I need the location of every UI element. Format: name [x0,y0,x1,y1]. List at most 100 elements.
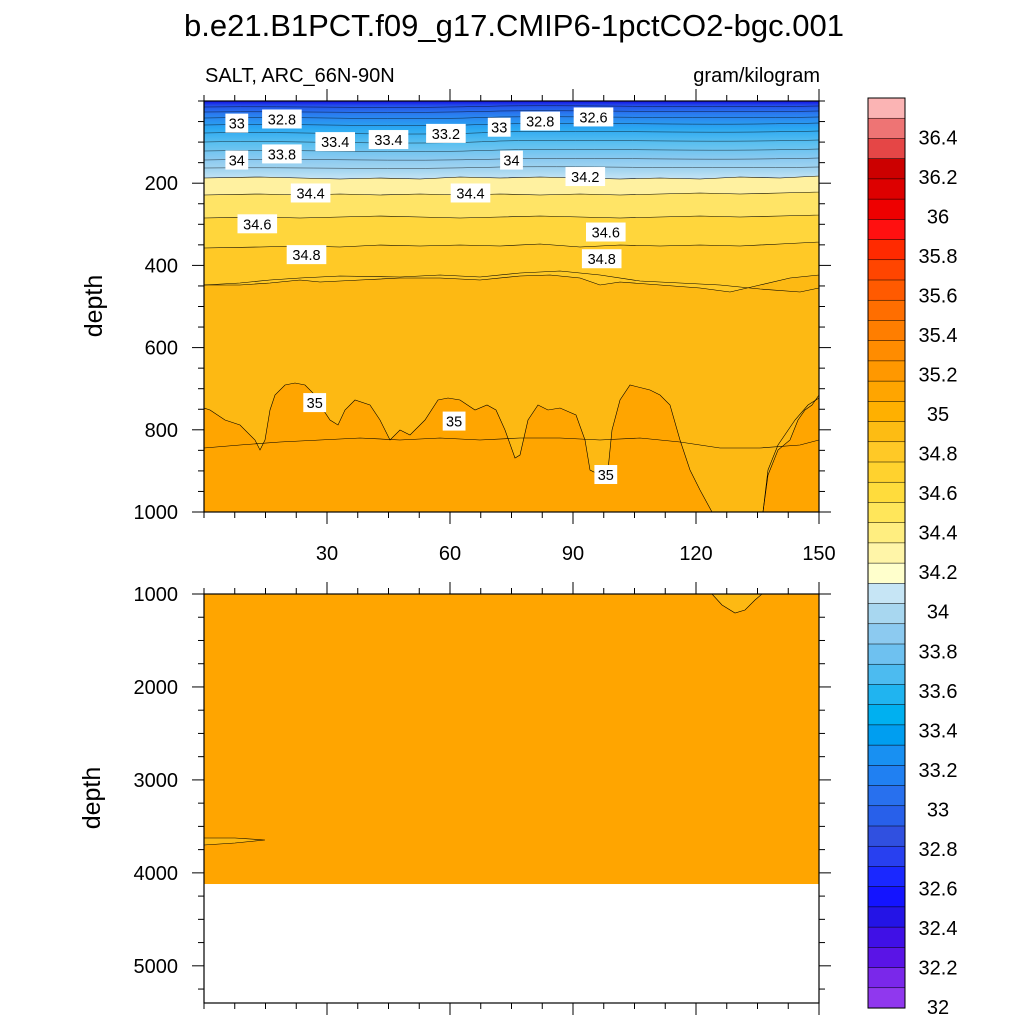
colorbar-label: 32.6 [919,878,958,900]
colorbar-label: 32.8 [919,839,958,861]
y-tick-label: 1000 [134,502,179,524]
contour-label: 34 [503,154,519,170]
colorbar-swatch [867,158,906,180]
contour-label: 32.8 [268,112,296,128]
contour-label: 35 [598,468,614,484]
x-tick-label: 30 [316,543,338,565]
colorbar-swatch [867,805,906,827]
colorbar-swatch [867,704,906,726]
contour-label-box [368,130,409,150]
colorbar-swatch [867,461,906,483]
colorbar-label: 32.4 [919,918,958,940]
colorbar-label: 34.8 [919,444,958,466]
colorbar-swatch [867,987,906,1009]
colorbar-swatch [867,663,906,685]
subtitle-right: gram/kilogram [693,65,820,87]
colorbar-label: 34.2 [919,562,958,584]
y-tick-label: 600 [145,338,178,360]
contour-label: 33 [229,117,245,133]
upper-contour-labels: 33 32.8 33.4 33.4 33.2 33 32.8 32.6 34 33.8 34 34.2… [225,107,626,485]
colorbar-swatch [867,785,906,807]
colorbar-swatch [867,198,906,220]
band-surface-fresh [204,101,819,180]
contour-label: 35 [307,396,323,412]
colorbar-swatch [867,360,906,382]
colorbar-swatch [867,320,906,342]
contour-label: 32.6 [579,110,607,126]
lower-panel [204,594,819,885]
contour-label-box [573,107,614,127]
colorbar-swatch [867,845,906,867]
colorbar-label: 35.8 [919,246,958,268]
lower-axes: 1000 2000 3000 4000 5000 [134,582,831,1015]
contour-label-box [586,222,626,242]
x-tick-label: 60 [439,543,461,565]
y-tick-label: 200 [145,173,178,195]
contour-label-box [225,113,249,133]
colorbar-swatch [867,441,906,463]
colorbar-label: 35.6 [919,286,958,308]
colorbar-swatch [867,380,906,402]
y-tick-label: 2000 [134,677,179,699]
contour-label: 35 [446,415,462,431]
contour-label-box [286,245,327,265]
contour-label: 33.8 [268,147,296,163]
colorbar-swatch [867,259,906,281]
colorbar-swatch [867,886,906,908]
contour-label-box [450,183,491,203]
contour-label-box [565,167,606,187]
contour-label-box [262,109,302,129]
contour-label-box [315,132,355,152]
colorbar-labels: 36.4 36.2 36 35.8 35.6 35.4 35.2 35 34.8 34.6 34.4… [919,127,958,1019]
contour-label: 34.4 [296,186,324,202]
contour-label-box [500,150,523,170]
y-tick-label: 3000 [134,770,179,792]
colorbar-swatch [867,299,906,321]
colorbar-swatch [867,340,906,362]
y-tick-label: 4000 [134,863,179,885]
contour-label-box [225,150,249,170]
colorbar-swatch [867,906,906,928]
colorbar-swatch [867,643,906,665]
colorbar-swatch [867,481,906,503]
isoline-34-8-deep [204,437,819,449]
y-tick-label: 1000 [134,584,179,606]
colorbar-swatch [867,744,906,766]
colorbar-label: 32.2 [919,957,958,979]
subtitle-left: SALT, ARC_66N-90N [205,65,395,87]
colorbar-label: 36 [927,206,949,228]
colorbar-swatch [867,724,906,746]
colorbar-swatch [867,401,906,423]
contour-label: 34.4 [456,186,484,202]
x-tick-label: 150 [802,543,835,565]
colorbar-swatch [867,97,906,119]
colorbar-swatch [867,684,906,706]
colorbar-label: 34 [927,602,949,624]
colorbar-swatch [867,279,906,301]
colorbar-swatch [867,623,906,645]
colorbar-swatch [867,502,906,524]
colorbar-swatch [867,178,906,200]
contour-label-box [426,123,466,143]
contour-label: 34.6 [243,217,271,233]
colorbar-swatch [867,866,906,888]
colorbar-swatch [867,421,906,443]
upper-ylabel: depth [80,275,108,338]
isoline-35-east [762,397,819,512]
colorbar-swatch [867,583,906,605]
colorbar-swatch [867,239,906,261]
contour-label: 33.4 [374,133,402,149]
contour-label: 34.8 [588,252,616,268]
colorbar-label: 32 [927,997,949,1019]
colorbar-label: 36.4 [919,127,958,149]
colorbar-label: 33.2 [919,760,958,782]
colorbar-label: 33.6 [919,681,958,703]
upper-axes: 200 400 600 800 1000 30 60 90 120 150 [134,89,836,565]
y-tick-label: 800 [145,420,178,442]
contour-label-box [594,465,618,485]
chart-title: b.e21.B1PCT.f09_g17.CMIP6-1pctCO2-bgc.00… [184,8,844,43]
colorbar-swatch [867,117,906,139]
colorbar-label: 35 [927,404,949,426]
y-tick-label: 5000 [134,956,179,978]
